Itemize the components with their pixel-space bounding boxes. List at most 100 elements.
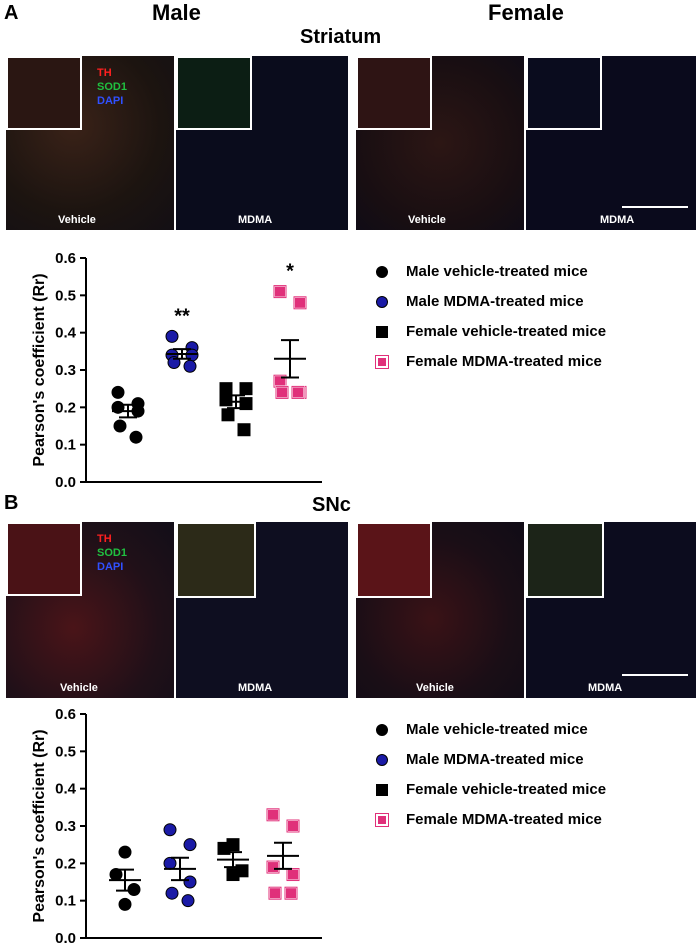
data-point (275, 385, 289, 400)
image-label: MDMA (588, 682, 623, 694)
striatum-male-vehicle-image: Vehicle (6, 56, 174, 230)
data-point (219, 382, 233, 396)
snc-male-mdma-image: MDMA (176, 522, 348, 698)
y-axis-label: Pearson's coefficient (Rr) (31, 729, 48, 922)
data-point (291, 385, 305, 400)
striatum-title: Striatum (300, 26, 382, 48)
panel-b-letter: B (4, 492, 19, 514)
striatum-female-vehicle-inset (356, 56, 432, 130)
data-point-outline (293, 296, 307, 310)
image-label: MDMA (238, 682, 273, 694)
legend-label: Male vehicle-treated mice (406, 721, 588, 738)
data-point (163, 856, 177, 870)
y-tick-label: 0.3 (55, 362, 76, 379)
stain-label-dapi: DAPI (97, 95, 124, 107)
striatum-male-mdma-image: MDMA (176, 56, 348, 230)
y-tick-label: 0.2 (55, 855, 76, 872)
square-marker-icon (375, 354, 389, 369)
significance-mark: ** (174, 305, 190, 327)
y-tick-label: 0.6 (55, 706, 76, 723)
data-point (266, 807, 280, 822)
y-tick-label: 0.6 (55, 250, 76, 267)
y-tick-label: 0.5 (55, 287, 76, 304)
data-point (286, 867, 300, 882)
striatum-scatter-chart: 0.0 0.1 0.2 0.3 0.4 0.5 0.6 Pearson's coefficie… (31, 250, 322, 491)
snc-male-vehicle-inset (6, 522, 82, 596)
data-point (127, 882, 141, 896)
data-point (221, 408, 235, 422)
data-point (111, 385, 125, 399)
striatum-legend-item: Male MDMA-treated mice (376, 293, 584, 310)
legend-label: Male MDMA-treated mice (406, 751, 584, 768)
legend-label: Female vehicle-treated mice (406, 323, 607, 340)
data-point-outline (286, 868, 300, 882)
image-label: MDMA (238, 214, 273, 226)
legend-label: Female MDMA-treated mice (406, 811, 602, 828)
snc-legend-item: Female MDMA-treated mice (375, 811, 602, 828)
data-point (165, 329, 179, 343)
snc-female-mdma-inset (526, 522, 604, 598)
y-tick-label: 0.0 (55, 930, 76, 947)
stain-label-th: TH (97, 67, 112, 79)
y-tick-label: 0.4 (55, 781, 77, 798)
circle-marker-icon (376, 723, 388, 736)
circle-marker-icon (376, 295, 388, 308)
snc-legend-item: Male vehicle-treated mice (376, 721, 588, 738)
striatum-female-vehicle-image: Vehicle (356, 56, 524, 230)
data-point (181, 894, 195, 908)
circle-marker-icon (376, 753, 388, 766)
significance-mark: * (286, 261, 294, 283)
male-title: Male (152, 0, 201, 25)
square-marker-icon (376, 325, 388, 338)
circle-marker-icon (376, 265, 388, 278)
snc-female-vehicle-image: Vehicle (356, 522, 524, 698)
y-tick-label: 0.2 (55, 399, 76, 416)
data-point (286, 819, 300, 833)
data-point (237, 423, 251, 437)
striatum-female-mdma-inset (526, 56, 602, 130)
scale-bar (622, 206, 688, 208)
data-point-outline (284, 886, 298, 900)
snc-legend-item: Male MDMA-treated mice (376, 751, 584, 768)
data-point-outline (273, 285, 287, 299)
female-title: Female (488, 0, 564, 25)
striatum-male-mdma-inset (176, 56, 252, 130)
data-point-outline (268, 886, 282, 900)
y-axis-label: Pearson's coefficient (Rr) (31, 273, 48, 466)
data-point (129, 430, 143, 444)
data-point (284, 886, 298, 901)
snc-female-vehicle-inset (356, 522, 432, 598)
y-tick-label: 0.1 (55, 893, 76, 910)
data-point (118, 897, 132, 911)
snc-male-mdma-inset (176, 522, 256, 598)
snc-scatter-chart: 0.0 0.1 0.2 0.3 0.4 0.5 0.6 Pearson's coefficie… (31, 706, 322, 947)
panel-a-letter: A (4, 2, 19, 24)
legend-label: Female MDMA-treated mice (406, 353, 602, 370)
y-tick-label: 0.5 (55, 743, 76, 760)
stain-label-sod1: SOD1 (97, 547, 127, 559)
image-label: Vehicle (60, 682, 98, 694)
snc-legend-item: Female vehicle-treated mice (376, 781, 606, 798)
snc-title: SNc (312, 494, 351, 516)
data-point (268, 886, 282, 901)
data-point-outline (266, 860, 280, 874)
snc-male-vehicle-image: Vehicle (6, 522, 174, 698)
data-point (118, 845, 132, 859)
data-point (239, 382, 253, 396)
data-point (293, 295, 307, 310)
data-point (183, 875, 197, 889)
y-tick-label: 0.1 (55, 437, 76, 454)
square-marker-icon (376, 783, 388, 796)
image-label: Vehicle (58, 214, 96, 226)
data-point (273, 284, 287, 299)
y-tick-label: 0.0 (55, 474, 76, 491)
data-point (113, 419, 127, 433)
legend-label: Female vehicle-treated mice (406, 781, 607, 798)
striatum-female-mdma-image: MDMA (526, 56, 696, 230)
stain-label-sod1: SOD1 (97, 81, 127, 93)
data-point (219, 393, 233, 407)
data-point (165, 886, 179, 900)
data-point (163, 823, 177, 837)
y-tick-label: 0.3 (55, 818, 76, 835)
stain-label-th: TH (97, 533, 112, 545)
